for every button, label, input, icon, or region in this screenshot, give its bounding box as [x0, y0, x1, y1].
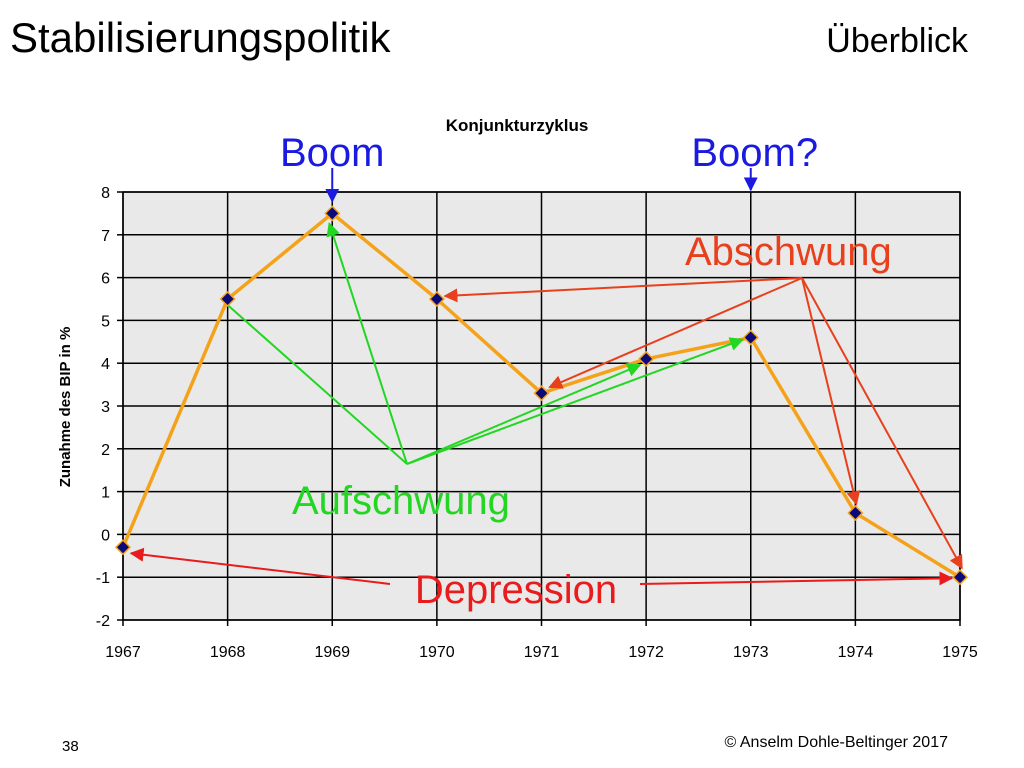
x-tick-label: 1973 — [733, 644, 769, 661]
x-tick-label: 1975 — [942, 644, 978, 661]
x-tick-label: 1970 — [419, 644, 455, 661]
annotation-boom-question: Boom? — [691, 131, 818, 175]
x-tick-label: 1972 — [628, 644, 664, 661]
y-tick-label: 1 — [101, 485, 110, 502]
y-tick-labels: -2 -1 0 1 2 3 4 5 6 7 8 — [96, 185, 110, 630]
y-tick-label: 2 — [101, 442, 110, 459]
annotation-aufschwung: Aufschwung — [292, 479, 510, 523]
chart-title: Konjunkturzyklus — [446, 116, 589, 135]
copyright-notice: © Anselm Dohle-Beltinger 2017 — [725, 734, 948, 752]
page-number: 38 — [62, 738, 79, 755]
y-tick-label: 0 — [101, 527, 110, 544]
y-tick-label: 3 — [101, 399, 110, 416]
y-tick-label: -2 — [96, 613, 110, 630]
x-tick-label: 1974 — [838, 644, 874, 661]
annotation-abschwung: Abschwung — [685, 230, 892, 274]
y-tick-label: 4 — [101, 356, 110, 373]
x-tick-label: 1969 — [314, 644, 350, 661]
y-tick-label: 7 — [101, 228, 110, 245]
x-tick-labels: 1967 1968 1969 1970 1971 1972 1973 1974 1975 — [105, 644, 978, 661]
annotation-depression: Depression — [415, 568, 617, 612]
annotation-boom: Boom — [280, 131, 385, 175]
y-tick-label: 6 — [101, 271, 110, 288]
y-tick-label: -1 — [96, 570, 110, 587]
x-tick-label: 1971 — [524, 644, 560, 661]
y-tick-label: 8 — [101, 185, 110, 202]
y-axis-label: Zunahme des BIP in % — [57, 327, 74, 488]
x-tick-label: 1968 — [210, 644, 246, 661]
y-tick-label: 5 — [101, 313, 110, 330]
x-tick-label: 1967 — [105, 644, 141, 661]
